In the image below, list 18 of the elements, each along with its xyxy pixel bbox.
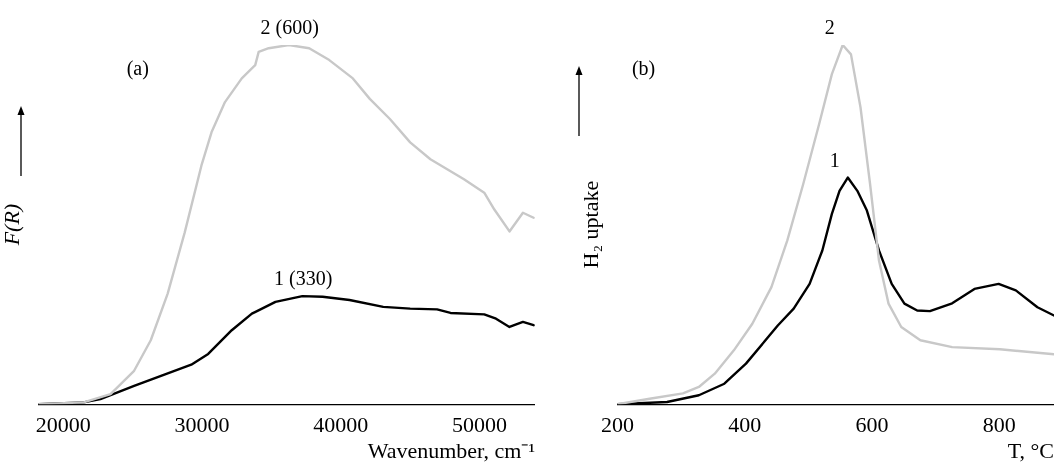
y-axis-title: H₂ uptake	[577, 180, 603, 269]
y-axis-title: F(R)	[0, 203, 24, 247]
x-tick-label: 800	[982, 412, 1016, 438]
annotation: 2 (600)	[260, 16, 319, 40]
x-tick-label: 30000	[174, 412, 230, 438]
x-axis-title: T, °C	[1007, 437, 1054, 463]
annotation: 1	[829, 148, 840, 171]
x-tick-label: 200	[600, 412, 634, 438]
x-tick-label: 20000	[35, 412, 91, 438]
x-tick-label: 600	[855, 412, 889, 438]
annotation: 2	[824, 16, 835, 39]
x-tick-label: 400	[728, 412, 762, 438]
x-tick-label: 50000	[452, 412, 508, 438]
annotation: (a)	[126, 57, 149, 81]
annotation: (b)	[631, 57, 656, 81]
annotation: 1 (330)	[274, 267, 333, 291]
x-tick-label: 40000	[313, 412, 369, 438]
x-axis-title: Wavenumber, cm⁻¹	[367, 437, 535, 463]
